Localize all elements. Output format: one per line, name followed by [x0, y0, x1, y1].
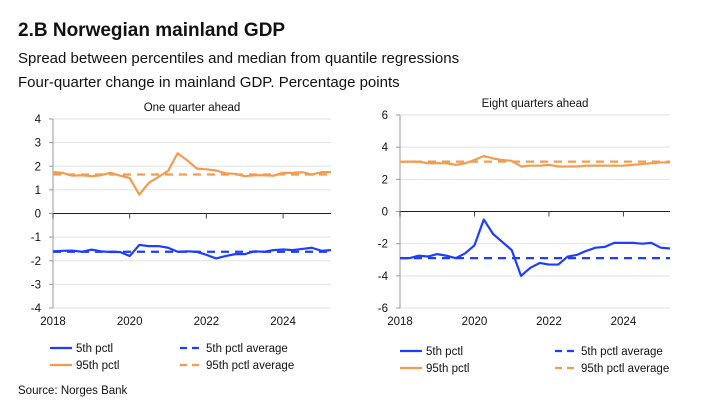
x-tick-label: 2022 — [536, 316, 562, 328]
subtitle-units: Four-quarter change in mainland GDP. Per… — [18, 74, 400, 91]
series-line-95th-pctl — [52, 152, 331, 196]
legend-label: 95th pctl average — [206, 360, 294, 372]
x-tick-label: 2018 — [40, 316, 66, 328]
y-tick-label: 0 — [35, 209, 41, 221]
legend-label: 5th pctl — [426, 346, 463, 358]
y-tick-label: 4 — [35, 114, 42, 126]
series-line-5th-pctl — [52, 243, 332, 260]
x-tick-label: 2020 — [117, 316, 143, 328]
x-tick-label: 2020 — [462, 316, 488, 328]
legend-label: 5th pctl — [76, 343, 113, 355]
x-tick-label: 2018 — [387, 316, 413, 328]
y-tick-label: -2 — [31, 256, 41, 268]
y-tick-label: 3 — [35, 138, 41, 150]
y-tick-label: 6 — [382, 110, 388, 122]
y-tick-label: 1 — [35, 185, 41, 197]
legend-label: 95th pctl — [76, 360, 119, 372]
y-tick-label: -2 — [378, 239, 388, 251]
figure-title: 2.B Norwegian mainland GDP — [18, 20, 286, 41]
x-tick-label: 2024 — [270, 316, 296, 328]
source-note: Source: Norges Bank — [18, 385, 128, 397]
x-tick-label: 2024 — [611, 316, 637, 328]
legend-label: 5th pctl average — [581, 346, 663, 358]
y-tick-label: -3 — [31, 279, 41, 291]
chart-title: Eight quarters ahead — [482, 98, 589, 110]
y-tick-label: 0 — [382, 207, 388, 219]
legend-label: 5th pctl average — [206, 343, 288, 355]
y-tick-label: 2 — [35, 161, 41, 173]
y-tick-label: -1 — [31, 232, 41, 244]
y-tick-label: 2 — [382, 174, 388, 186]
y-tick-label: -4 — [31, 303, 42, 315]
y-tick-label: -4 — [378, 271, 389, 283]
subtitle: Spread between percentiles and median fr… — [18, 50, 460, 67]
series-line-95th-pctl — [400, 154, 670, 168]
y-tick-label: -6 — [378, 303, 388, 315]
x-tick-label: 2022 — [194, 316, 220, 328]
y-tick-label: 4 — [382, 142, 389, 154]
chart-title: One quarter ahead — [144, 102, 241, 114]
legend-label: 95th pctl — [426, 363, 469, 375]
legend-label: 95th pctl average — [581, 363, 669, 375]
series-line-5th-pctl — [400, 218, 671, 277]
